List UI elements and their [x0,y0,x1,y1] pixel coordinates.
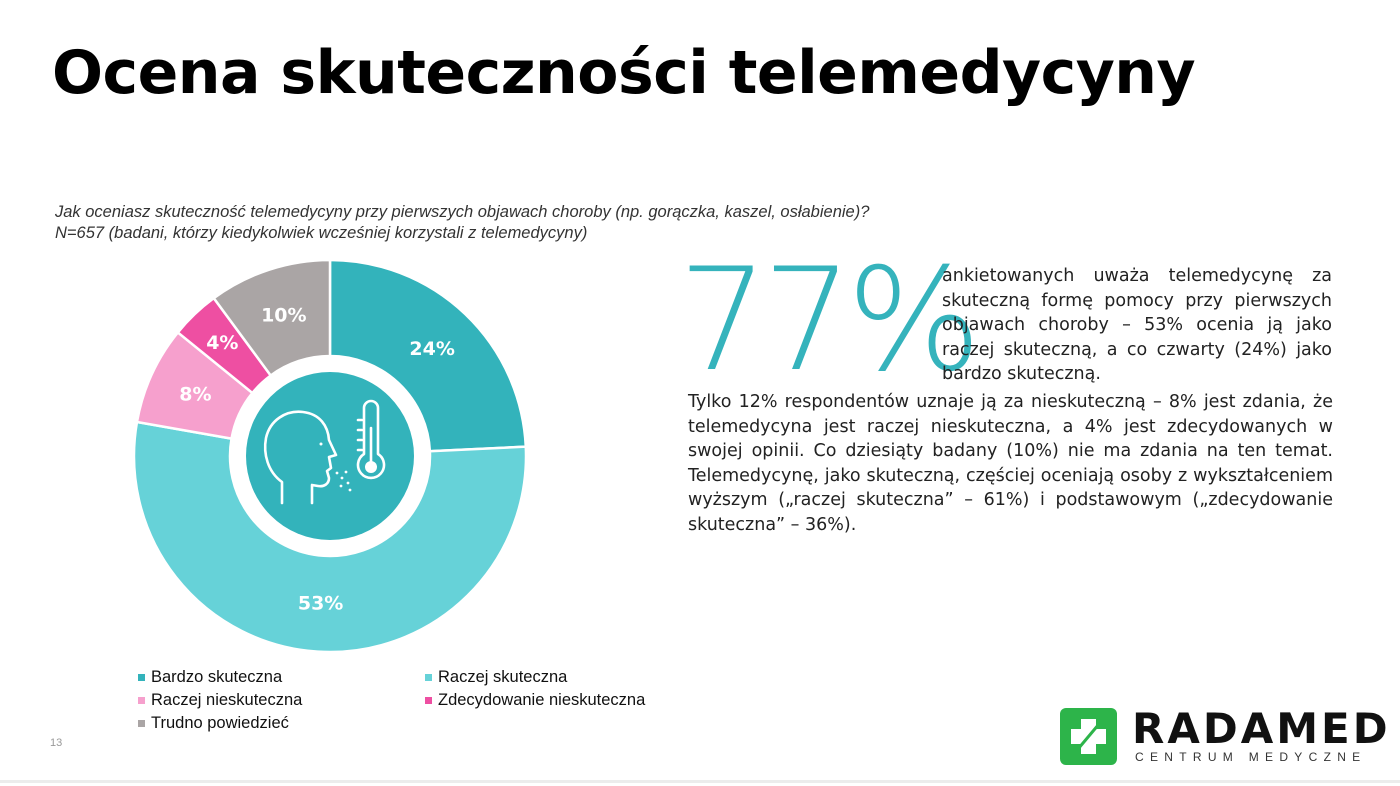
highlight-description: ankietowanych uważa telemedycynę za skut… [942,266,1332,384]
slice-label: 8% [179,384,211,406]
summary-paragraph: Tylko 12% respondentów uznaje ją za nies… [688,392,1333,535]
logo-subtitle: CENTRUM MEDYCZNE [1135,750,1367,764]
radamed-logo: RADAMED CENTRUM MEDYCZNE [1060,704,1388,766]
center-illustration [230,356,430,556]
legend-label: Trudno powiedzieć [151,714,289,732]
legend-item: Trudno powiedzieć [138,714,289,733]
legend-swatch [425,697,432,704]
legend-swatch [138,697,145,704]
person-fever-thermometer-icon [263,399,386,505]
breath-dots [335,470,352,492]
slice-label: 4% [206,332,238,354]
medical-cross-icon [1060,708,1117,765]
sample-size-note: N=657 (badani, którzy kiedykolwiek wcześ… [55,224,588,242]
page-title: Ocena skuteczności telemedycyny [52,38,1196,108]
slice-label: 53% [298,593,343,615]
page-number: 13 [50,737,63,749]
logo-name: RADAMED [1132,704,1391,753]
survey-question: Jak oceniasz skuteczność telemedycyny pr… [55,202,1055,244]
legend-label: Raczej skuteczna [438,668,568,686]
question-text: Jak oceniasz skuteczność telemedycyny pr… [55,203,870,221]
legend-label: Raczej nieskuteczna [151,691,303,709]
highlight-percentage: 77% [678,238,982,403]
legend-item: Bardzo skuteczna [138,668,282,687]
bottom-divider [0,780,1400,783]
legend-item: Raczej nieskuteczna [138,691,302,710]
legend-swatch [425,674,432,681]
legend-item: Raczej skuteczna [425,668,567,687]
slice-label: 10% [261,304,306,326]
slice-label: 24% [409,338,454,360]
donut-chart: 24% 53% 8% 4% 10% [132,258,528,654]
legend-swatch [138,720,145,727]
legend-item: Zdecydowanie nieskuteczna [425,691,645,710]
legend-label: Bardzo skuteczna [151,668,283,686]
legend-label: Zdecydowanie nieskuteczna [438,691,646,709]
legend-swatch [138,674,145,681]
